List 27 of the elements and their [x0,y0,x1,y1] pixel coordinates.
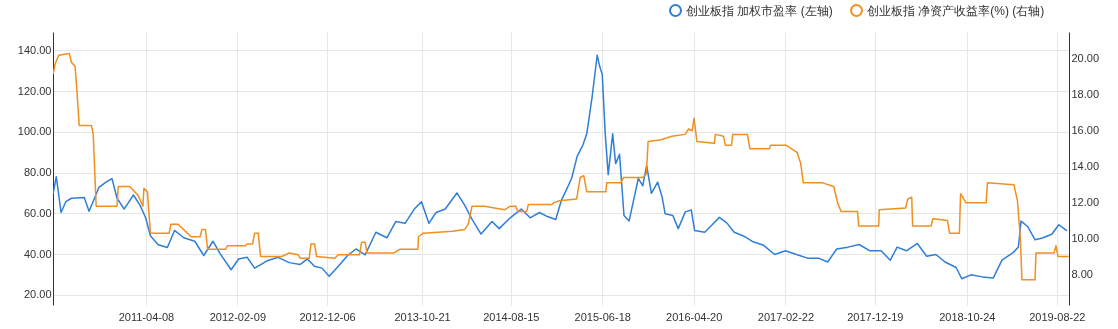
y-tick-label: 120.00 [17,84,52,97]
legend-label: 创业板指 加权市盈率 (左轴) [686,3,833,18]
y-tick-label: 140.00 [17,43,52,56]
y2-tick-label: 20.00 [1071,52,1100,65]
y-tick-label: 80.00 [23,166,52,179]
y2-tick-label: 16.00 [1071,124,1100,137]
y-tick-label: 20.00 [23,288,52,301]
x-tick-label: 2017-02-22 [757,310,815,323]
x-tick-label: 2016-04-20 [666,310,723,323]
x-tick-label: 2019-08-22 [1029,310,1086,323]
x-tick-label: 2018-10-24 [939,310,996,323]
x-tick-label: 2012-12-06 [299,310,356,323]
x-tick-label: 2017-12-19 [847,310,904,323]
x-tick-label: 2014-08-15 [483,310,540,323]
y-tick-label: 60.00 [23,206,52,219]
y2-tick-label: 18.00 [1071,88,1100,101]
y2-tick-label: 14.00 [1071,160,1100,173]
x-tick-label: 2011-04-08 [118,310,175,323]
y2-tick-label: 12.00 [1071,196,1100,209]
x-tick-label: 2012-02-09 [209,310,267,323]
x-tick-label: 2015-06-18 [574,310,631,323]
y-tick-label: 100.00 [17,125,52,138]
y2-tick-label: 10.00 [1071,232,1100,245]
y2-tick-label: 8.00 [1071,267,1093,280]
y-tick-label: 40.00 [23,247,52,260]
legend-label: 创业板指 净资产收益率(%) (右轴) [867,3,1045,18]
x-tick-label: 2013-10-21 [394,310,451,323]
